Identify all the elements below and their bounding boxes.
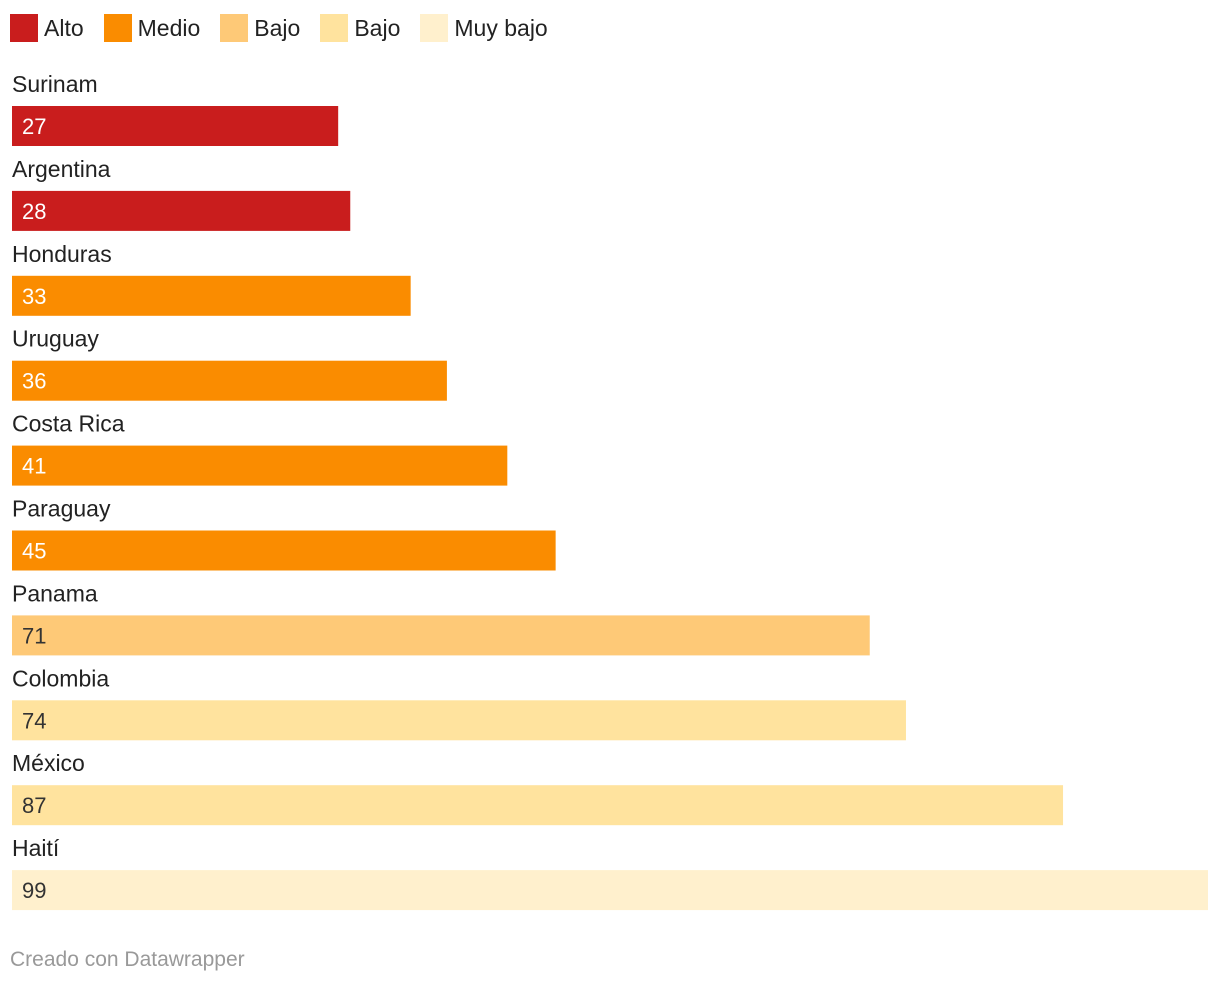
legend-swatch [103, 14, 132, 42]
legend-item: Bajo [320, 13, 400, 43]
legend-item: Bajo [220, 13, 300, 43]
legend-swatch [10, 14, 38, 42]
category-label: México [12, 750, 85, 776]
legend-label: Bajo [254, 15, 301, 41]
bar [12, 530, 556, 571]
bar-value-label: 74 [22, 708, 46, 733]
legend-swatch [220, 14, 249, 42]
legend-label: Medio [137, 15, 201, 41]
category-label: Uruguay [12, 326, 99, 352]
bar [12, 615, 870, 656]
category-label: Argentina [12, 156, 111, 182]
legend-item: Muy bajo [420, 13, 548, 43]
bar-value-label: 99 [22, 878, 46, 903]
category-label: Colombia [12, 665, 109, 691]
legend-swatch [420, 14, 449, 42]
bar-value-label: 41 [22, 454, 46, 479]
bar [12, 870, 1208, 911]
legend-label: Muy bajo [454, 15, 548, 41]
bar-value-label: 28 [22, 199, 46, 224]
legend-item: Alto [10, 13, 84, 43]
bar [12, 190, 351, 231]
bar-value-label: 87 [22, 793, 46, 818]
category-label: Panama [12, 580, 98, 606]
bar-chart: Surinam 27 Argentina 28 Honduras 33 Uruguay 36 C… [12, 71, 1208, 911]
credit-text: Creado con Datawrapper [10, 948, 245, 971]
bar-value-label: 45 [22, 539, 46, 564]
category-label: Honduras [12, 241, 112, 267]
bar [12, 106, 339, 146]
category-label: Surinam [12, 71, 98, 97]
category-label: Costa Rica [12, 411, 125, 437]
bar-value-label: 27 [22, 114, 46, 139]
legend-label: Alto [44, 15, 84, 41]
chart-legend: Alto Medio Bajo Bajo Muy bajo [10, 13, 568, 43]
legend-swatch [320, 14, 349, 42]
bar-value-label: 71 [22, 623, 46, 648]
bar [12, 445, 508, 486]
bar [12, 360, 447, 401]
bar-value-label: 36 [22, 369, 46, 394]
legend-item: Medio [103, 13, 201, 43]
bar [12, 700, 906, 741]
legend-label: Bajo [354, 15, 401, 41]
bar-value-label: 33 [22, 284, 46, 309]
category-label: Paraguay [12, 496, 111, 522]
bar [12, 785, 1064, 826]
bar [12, 275, 411, 316]
category-label: Haití [12, 835, 60, 861]
